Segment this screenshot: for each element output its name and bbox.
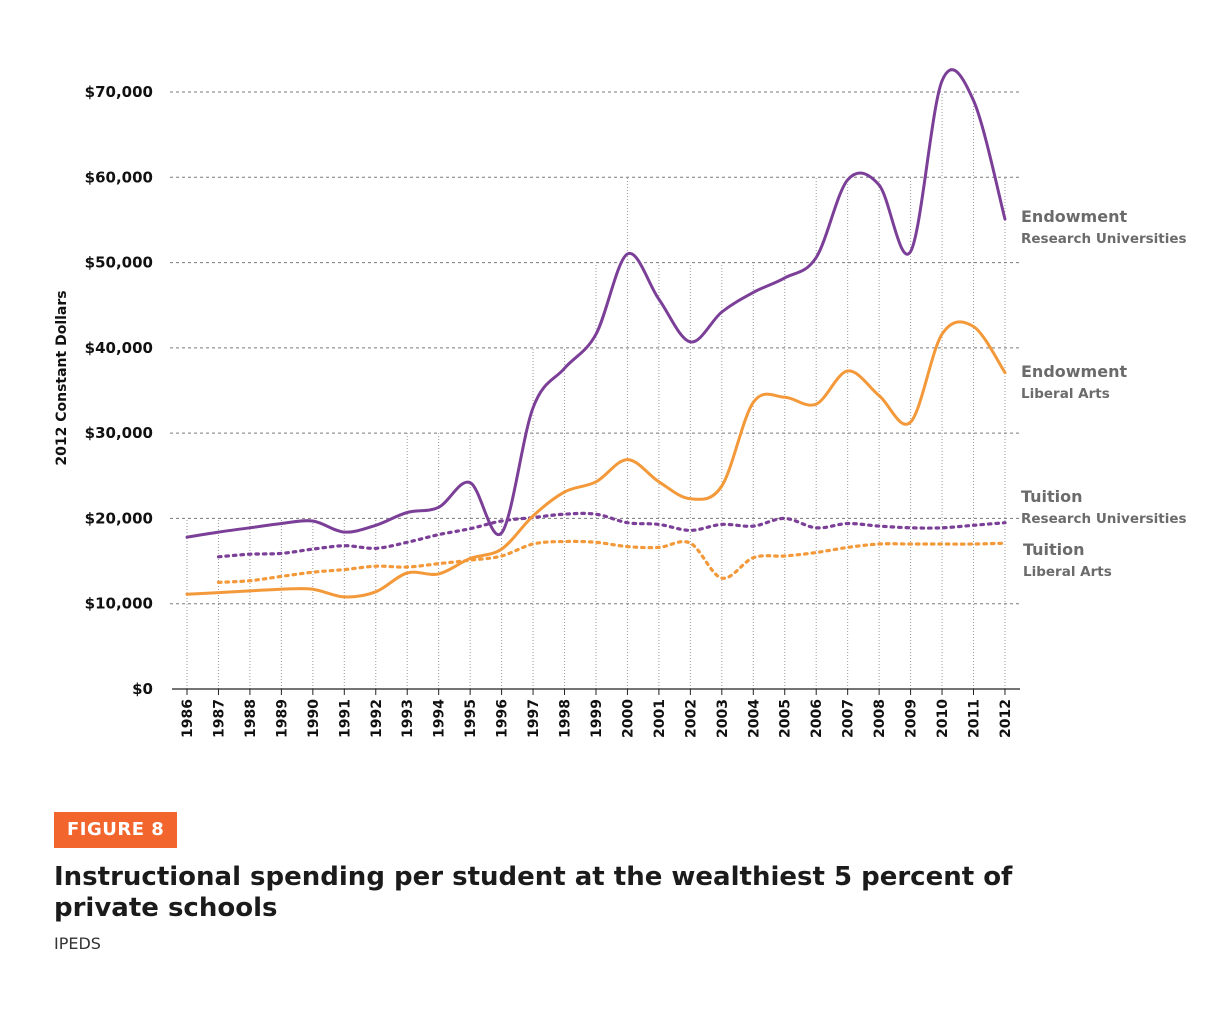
x-tick-label: 1992 xyxy=(369,699,385,738)
line-chart: $0 $10,000 $20,000 $30,000 $40,000 $50,000 $60… xyxy=(54,68,1187,738)
series-label-endowment-research-universities: Endowment xyxy=(1021,207,1127,226)
series-label-tuition-research-universities: Tuition xyxy=(1021,487,1083,506)
x-tick-label: 2006 xyxy=(809,699,825,738)
x-tick-label: 1986 xyxy=(180,699,196,738)
series-sublabel-endowment-liberal-arts: Liberal Arts xyxy=(1021,386,1110,402)
x-tick-label: 1989 xyxy=(274,699,290,738)
tuition-research-universities-line xyxy=(216,511,1007,559)
endowment-research-universities-line xyxy=(185,68,1007,539)
figure-badge: FIGURE 8 xyxy=(54,812,178,848)
series-sublabel-tuition-liberal-arts: Liberal Arts xyxy=(1023,564,1112,580)
x-tick-label: 2002 xyxy=(683,699,699,738)
x-tick-label: 2004 xyxy=(746,699,762,738)
x-tick-label: 2010 xyxy=(935,699,951,738)
x-tick-label: 1987 xyxy=(211,699,227,738)
x-tick-label: 1994 xyxy=(432,699,448,738)
axes xyxy=(172,688,1020,695)
y-tick-label: $60,000 xyxy=(85,168,153,186)
x-tick-labels: 1986 1987 1988 1989 1990 1991 1992 1993 1994 1995… xyxy=(180,699,1014,738)
x-tick-label: 1997 xyxy=(526,699,542,738)
x-tick-label: 1996 xyxy=(495,699,511,738)
x-tick-label: 1998 xyxy=(558,699,574,738)
y-tick-label: $20,000 xyxy=(85,509,153,527)
x-tick-label: 2008 xyxy=(872,699,888,738)
endowment-liberal-arts-line xyxy=(185,320,1007,599)
horizontal-gridlines xyxy=(170,91,1020,605)
y-tick-label: $50,000 xyxy=(85,254,153,272)
x-tick-label: 2011 xyxy=(967,699,983,738)
x-tick-label: 1993 xyxy=(400,699,416,738)
series-label-tuition-liberal-arts: Tuition xyxy=(1023,540,1085,559)
y-tick-label: $70,000 xyxy=(85,83,153,101)
x-tick-label: 2007 xyxy=(841,699,857,738)
x-tick-label: 2003 xyxy=(715,699,731,738)
y-tick-label: $10,000 xyxy=(85,595,153,613)
y-tick-labels: $0 $10,000 $20,000 $30,000 $40,000 $50,000 $60… xyxy=(85,83,153,698)
x-tick-label: 1999 xyxy=(589,699,605,738)
x-tick-label: 1988 xyxy=(243,699,259,738)
x-tick-label: 2005 xyxy=(778,699,794,738)
tuition-liberal-arts-line xyxy=(216,539,1007,584)
x-tick-label: 1990 xyxy=(306,699,322,738)
x-tick-label: 2001 xyxy=(652,699,668,738)
series-lines xyxy=(185,68,1007,599)
figure-title: Instructional spending per student at th… xyxy=(54,862,1013,923)
x-tick-label: 1991 xyxy=(337,699,353,738)
y-tick-label: $0 xyxy=(132,680,153,698)
y-tick-label: $40,000 xyxy=(85,339,153,357)
figure-source: IPEDS xyxy=(54,934,101,953)
x-tick-label: 2012 xyxy=(998,699,1014,738)
y-tick-label: $30,000 xyxy=(85,424,153,442)
x-tick-label: 2009 xyxy=(904,699,920,738)
vertical-gridlines xyxy=(186,92,1006,689)
series-sublabel-endowment-research-universities: Research Universities xyxy=(1021,231,1187,247)
x-tick-label: 2000 xyxy=(620,699,636,738)
y-axis-label: 2012 Constant Dollars xyxy=(54,290,70,465)
series-labels: Endowment Research Universities Endowment L… xyxy=(1021,207,1187,580)
series-label-endowment-liberal-arts: Endowment xyxy=(1021,362,1127,381)
series-sublabel-tuition-research-universities: Research Universities xyxy=(1021,511,1187,527)
x-tick-label: 1995 xyxy=(463,699,479,738)
